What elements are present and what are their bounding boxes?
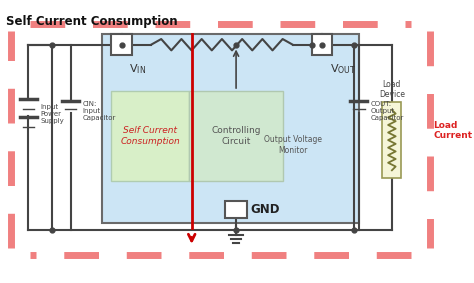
Text: Load
Current: Load Current bbox=[433, 121, 473, 140]
Text: Input
Power
Supply: Input Power Supply bbox=[41, 104, 64, 124]
Bar bbox=[102, 34, 359, 223]
Bar bbox=[383, 102, 401, 178]
Text: Self Current
Consumption: Self Current Consumption bbox=[120, 126, 180, 145]
Bar bbox=[225, 201, 247, 218]
Bar bbox=[111, 34, 132, 55]
Text: Output Voltage
Monitor: Output Voltage Monitor bbox=[264, 135, 322, 155]
Text: Self Current Consumption: Self Current Consumption bbox=[6, 16, 177, 28]
Text: Load
Device: Load Device bbox=[379, 80, 405, 100]
Bar bbox=[311, 34, 332, 55]
Text: $\mathregular{V_{IN}}$: $\mathregular{V_{IN}}$ bbox=[129, 63, 146, 76]
Bar bbox=[189, 91, 283, 181]
Text: GND: GND bbox=[250, 203, 280, 216]
Bar bbox=[111, 91, 189, 181]
Text: COUT:
Output
Capacitor: COUT: Output Capacitor bbox=[370, 101, 403, 121]
Text: Controlling
Circuit: Controlling Circuit bbox=[211, 126, 261, 145]
Text: $\mathregular{V_{OUT}}$: $\mathregular{V_{OUT}}$ bbox=[329, 63, 356, 76]
Text: CIN:
Input
Capacitor: CIN: Input Capacitor bbox=[82, 101, 116, 121]
